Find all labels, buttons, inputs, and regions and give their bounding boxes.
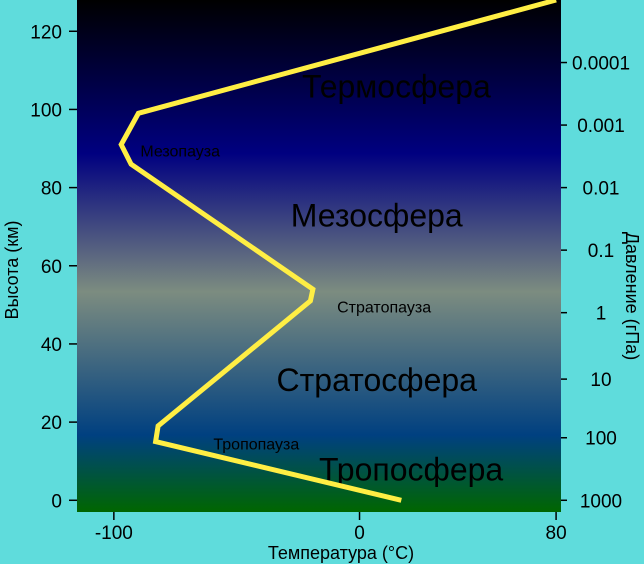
temperature-series <box>118 0 557 503</box>
layer-label: Тропосфера <box>319 452 503 488</box>
pressure-tick-label: 100 <box>585 429 617 450</box>
layer-label: Стратосфера <box>277 362 478 398</box>
pressure-tick-label: 1000 <box>580 491 622 512</box>
height-tick-label: 100 <box>30 100 62 121</box>
layer-label: Термосфера <box>302 69 491 105</box>
pressure-tick-label: 1 <box>596 304 607 325</box>
height-axis-ticks: 0 20 40 60 80 100 120 <box>30 22 77 512</box>
layer-labels: Термосфера Мезосфера Стратосфера Тропосфера <box>277 69 504 488</box>
pause-label: Мезопауза <box>140 143 220 160</box>
pause-labels: Мезопауза Стратопауза Тропопауза <box>140 143 431 453</box>
temperature-tick-label: 80 <box>546 523 567 544</box>
layer-label: Мезосфера <box>291 198 463 234</box>
height-tick-label: 80 <box>41 179 62 200</box>
pressure-tick-label: 0.0001 <box>572 54 630 75</box>
pressure-tick-label: 0.1 <box>588 241 614 262</box>
temperature-line <box>118 0 557 503</box>
y-axis-label: Высота (км) <box>2 220 22 319</box>
pause-label: Тропопауза <box>213 436 299 453</box>
temperature-tick-label: -100 <box>95 523 133 544</box>
height-tick-label: 120 <box>30 22 62 43</box>
x-axis-label: Температура (°C) <box>268 543 414 563</box>
pause-label: Стратопауза <box>337 300 431 317</box>
pressure-tick-label: 0.001 <box>577 116 625 137</box>
temperature-axis-ticks: -100 0 80 <box>95 512 567 544</box>
pressure-tick-label: 10 <box>590 370 611 391</box>
height-tick-label: 20 <box>41 413 62 434</box>
temperature-tick-label: 0 <box>354 523 365 544</box>
height-tick-label: 0 <box>51 491 62 512</box>
height-tick-label: 60 <box>41 257 62 278</box>
pressure-tick-label: 0.01 <box>583 179 620 200</box>
pressure-axis-ticks: 1000 100 10 1 0.1 0.01 0.001 0.0001 <box>561 54 630 512</box>
pressure-axis-label: Давление (гПа) <box>622 232 642 360</box>
height-tick-label: 40 <box>41 335 62 356</box>
